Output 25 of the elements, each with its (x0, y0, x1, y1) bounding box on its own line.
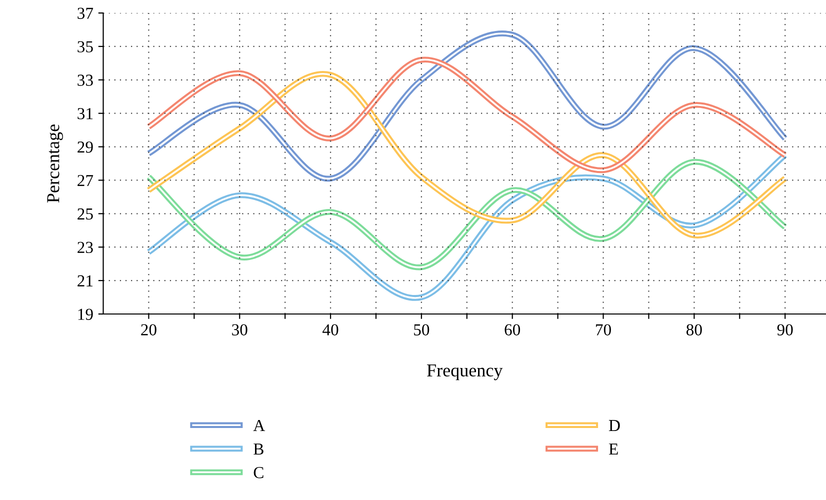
x-tick-label: 70 (596, 324, 611, 336)
y-axis-title: Percentage (47, 124, 63, 203)
x-tick-label: 20 (141, 324, 156, 336)
y-tick-label: 19 (78, 308, 93, 320)
y-tick-label: 33 (78, 74, 93, 86)
legend-label: D (608, 420, 620, 431)
x-tick-label: 90 (777, 324, 793, 336)
y-tick-label: 35 (78, 41, 93, 52)
y-tick-label: 23 (78, 242, 93, 254)
y-tick-label: 21 (78, 275, 93, 286)
y-tick-label: 29 (78, 142, 93, 153)
x-tick-label: 50 (414, 324, 430, 336)
legend-label: C (254, 467, 264, 478)
x-axis-title: Frequency (427, 364, 503, 380)
legend-label: A (253, 420, 266, 431)
legend-label: E (608, 444, 618, 455)
legend-label: B (254, 444, 264, 455)
y-tick-label: 27 (78, 174, 94, 186)
y-tick-label: 37 (78, 8, 94, 19)
y-tick-label: 31 (78, 108, 93, 120)
x-tick-label: 80 (686, 324, 702, 336)
x-tick-label: 40 (322, 324, 338, 336)
y-tick-label: 25 (78, 208, 93, 220)
x-tick-label: 60 (504, 324, 520, 336)
x-tick-label: 30 (232, 324, 248, 336)
